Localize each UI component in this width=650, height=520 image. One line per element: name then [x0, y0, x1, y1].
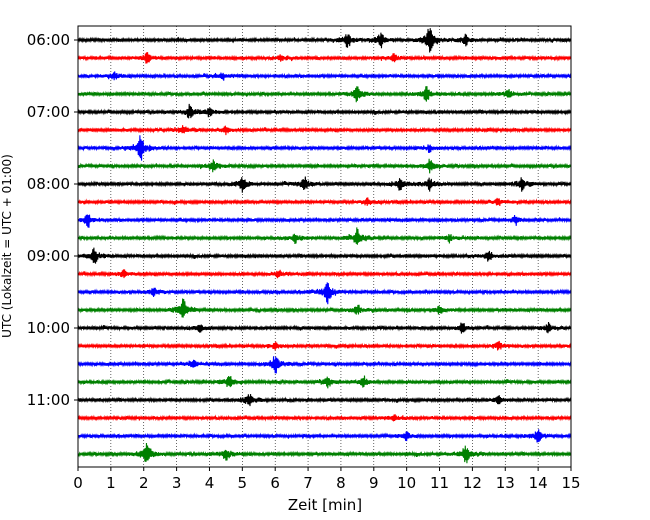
- y-tick-label: 09:00: [27, 247, 70, 265]
- x-axis-label: Zeit [min]: [288, 496, 362, 514]
- x-tick-label: 7: [303, 474, 313, 492]
- x-tick-label: 9: [369, 474, 379, 492]
- trace-08:45: [77, 227, 572, 245]
- y-tick-label: 06:00: [27, 31, 70, 49]
- y-axis-label: UTC (Lokalzeit = UTC + 01:00): [0, 154, 14, 338]
- x-tick-label: 11: [430, 474, 449, 492]
- trace-06:45: [77, 86, 572, 103]
- y-tick-label: 11:00: [27, 391, 70, 409]
- x-tick-label: 6: [270, 474, 280, 492]
- y-axis-ticks: 06:00 07:00 08:00 09:00 10:00 11:00: [27, 31, 78, 409]
- x-axis-ticks: 0 1 2 3 4 5 6 7 8 9 10 11 12 13 14 15: [73, 467, 581, 492]
- x-tick-label: 12: [463, 474, 482, 492]
- trace-08:15: [77, 197, 572, 207]
- trace-07:30: [77, 135, 572, 161]
- trace-08:00: [77, 176, 572, 193]
- trace-08:30: [77, 214, 572, 228]
- trace-10:15: [77, 340, 572, 351]
- trace-07:15: [77, 125, 572, 136]
- x-tick-label: 1: [106, 474, 116, 492]
- x-tick-label: 2: [139, 474, 149, 492]
- trace-09:15: [77, 269, 572, 279]
- x-tick-label: 8: [336, 474, 346, 492]
- x-tick-label: 14: [529, 474, 548, 492]
- trace-09:30: [77, 282, 572, 305]
- y-tick-label: 10:00: [27, 319, 70, 337]
- trace-06:30: [77, 71, 572, 81]
- x-tick-label: 3: [172, 474, 182, 492]
- trace-07:45: [77, 158, 572, 174]
- x-tick-label: 10: [397, 474, 416, 492]
- y-tick-label: 08:00: [27, 175, 70, 193]
- trace-11:30: [77, 429, 572, 443]
- trace-11:15: [77, 414, 572, 422]
- trace-09:45: [77, 298, 572, 318]
- x-tick-label: 0: [73, 474, 83, 492]
- x-tick-label: 5: [238, 474, 248, 492]
- plot-frame: [77, 25, 572, 468]
- x-tick-label: 15: [561, 474, 580, 492]
- trace-11:00: [77, 394, 572, 407]
- trace-06:00: [77, 28, 572, 53]
- trace-09:00: [77, 247, 572, 264]
- trace-11:45: [77, 443, 572, 464]
- x-tick-label: 4: [205, 474, 215, 492]
- seismic-traces: [77, 28, 572, 464]
- trace-10:00: [77, 321, 572, 334]
- trace-10:45: [77, 375, 572, 389]
- trace-10:30: [77, 356, 572, 374]
- trace-06:15: [77, 52, 572, 64]
- y-tick-label: 07:00: [27, 103, 70, 121]
- x-tick-label: 13: [496, 474, 515, 492]
- trace-07:00: [77, 103, 572, 119]
